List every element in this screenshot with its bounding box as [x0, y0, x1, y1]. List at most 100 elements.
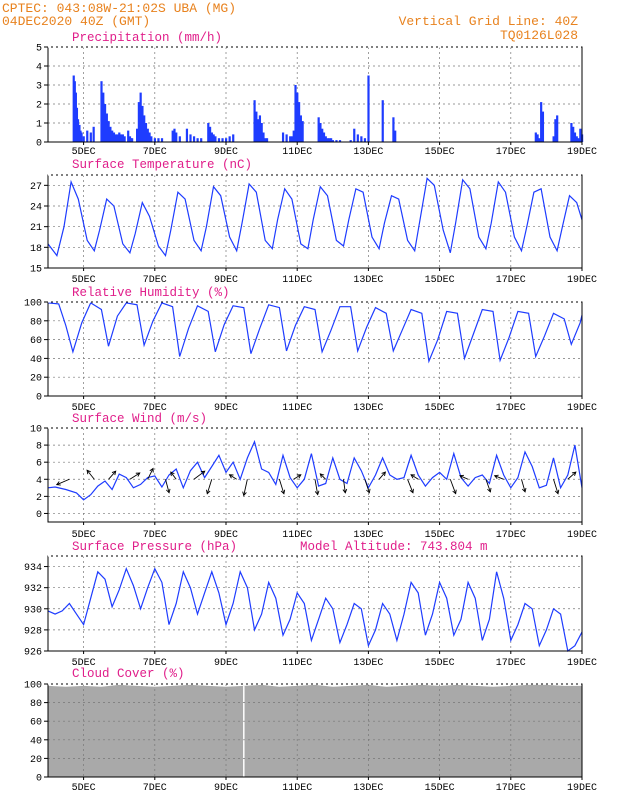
- precipitation-bar: [554, 119, 557, 142]
- precipitation-bar: [225, 138, 228, 142]
- x-tick-label: 13DEC: [353, 275, 383, 286]
- x-tick-label: 15DEC: [425, 530, 455, 541]
- y-tick-label: 4: [36, 63, 42, 74]
- precipitation-bar: [297, 102, 301, 142]
- precipitation-bar: [207, 123, 210, 142]
- x-tick-label: 9DEC: [214, 783, 238, 794]
- panels: Precipitation (mm/h) 0 1 2 3 4 5 5DEC 7DEC 9DEC 11…: [24, 31, 597, 794]
- wind-arrow: [521, 479, 527, 493]
- y-tick-label: 20: [30, 755, 42, 766]
- humidity-series-line: [47, 302, 583, 364]
- precipitation-bar: [127, 130, 130, 142]
- y-tick-label: 0: [36, 510, 42, 521]
- y-tick-label: 934: [24, 563, 42, 574]
- wind-arrow: [407, 479, 414, 494]
- precipitation-bar: [102, 92, 105, 142]
- precipitation-bar: [570, 123, 573, 142]
- precipitation-bar: [356, 134, 359, 142]
- precipitation-bar: [100, 81, 103, 142]
- wind-arrow: [242, 479, 248, 497]
- y-tick-label: 27: [30, 182, 42, 193]
- x-tick-label: 13DEC: [353, 658, 383, 669]
- wind-panel: Surface Wind (m/s) 0 2 4 6 8 10 5DEC 7DEC 9DEC 11D…: [30, 412, 597, 541]
- x-tick-label: 11DEC: [282, 530, 312, 541]
- x-tick-label: 19DEC: [567, 658, 597, 669]
- wind-arrow: [342, 479, 348, 494]
- x-tick-label: 13DEC: [353, 783, 383, 794]
- x-tick-label: 15DEC: [425, 403, 455, 414]
- precipitation-bar: [536, 134, 539, 142]
- y-tick-label: 0: [36, 393, 42, 404]
- precipitation-bar: [121, 134, 124, 142]
- precipitation-bar: [262, 132, 265, 142]
- y-tick-label: 40: [30, 355, 42, 366]
- precipitation-bar: [82, 136, 85, 142]
- x-tick-label: 5DEC: [72, 275, 96, 286]
- precipitation-bar: [326, 138, 329, 142]
- cloud-cover-area: [48, 684, 582, 777]
- x-tick-label: 17DEC: [496, 275, 526, 286]
- x-tick-label: 15DEC: [425, 783, 455, 794]
- precipitation-bar: [103, 104, 107, 142]
- x-tick-label: 7DEC: [143, 530, 167, 541]
- y-tick-label: 60: [30, 336, 42, 347]
- precipitation-bar: [76, 119, 80, 142]
- y-tick-label: 930: [24, 605, 42, 616]
- y-tick-label: 21: [30, 223, 42, 234]
- precipitation-bar: [322, 132, 326, 142]
- precipitation-bar: [80, 132, 83, 142]
- precipitation-bar: [353, 128, 356, 142]
- humidity-panel: Relative Humidity (%) 0 20 40 60 80 100 5DEC 7DE…: [24, 286, 597, 414]
- x-tick-label: 19DEC: [567, 275, 597, 286]
- precipitation-bar: [381, 100, 384, 142]
- y-tick-label: 24: [30, 203, 42, 214]
- precipitation-bar: [290, 136, 294, 142]
- precipitation-bar: [89, 132, 92, 142]
- x-tick-label: 7DEC: [143, 147, 167, 158]
- precipitation-bar: [319, 123, 322, 142]
- x-tick-label: 11DEC: [282, 275, 312, 286]
- y-tick-label: 10: [30, 425, 42, 436]
- x-tick-label: 11DEC: [282, 147, 312, 158]
- precipitation-bar: [556, 115, 559, 142]
- x-tick-label: 19DEC: [567, 530, 597, 541]
- precipitation-bar: [331, 140, 334, 142]
- precipitation-bar: [324, 136, 327, 142]
- precipitation-bar: [196, 138, 199, 142]
- precipitation-bar: [572, 126, 575, 142]
- header-date: 04DEC2020 40Z (GMT): [2, 14, 150, 29]
- y-tick-label: 0: [36, 774, 42, 785]
- precipitation-bar: [265, 138, 269, 142]
- wind-arrow: [206, 479, 213, 495]
- x-tick-label: 17DEC: [496, 658, 526, 669]
- precipitation-bar: [541, 111, 545, 142]
- y-tick-label: 3: [36, 82, 42, 93]
- precipitation-bar: [232, 134, 235, 142]
- precipitation-bar: [208, 126, 212, 142]
- wind-arrow: [378, 471, 386, 480]
- precipitation-bar: [579, 128, 582, 142]
- precipitation-bar: [189, 134, 192, 142]
- pressure-title: Surface Pressure (hPa): [72, 540, 237, 554]
- y-tick-label: 8: [36, 442, 42, 453]
- x-tick-label: 17DEC: [496, 403, 526, 414]
- precipitation-bar: [294, 85, 297, 142]
- wind-arrow: [165, 479, 171, 494]
- y-tick-label: 18: [30, 244, 42, 255]
- wind-arrow: [449, 479, 457, 495]
- precipitation-bar: [552, 136, 555, 142]
- wind-arrow: [319, 473, 326, 480]
- wind-frame: [47, 427, 583, 523]
- precipitation-bar: [111, 130, 114, 142]
- wind-arrow: [314, 479, 320, 496]
- x-tick-label: 11DEC: [282, 403, 312, 414]
- x-tick-label: 17DEC: [496, 147, 526, 158]
- precipitation-bar: [114, 134, 117, 142]
- x-tick-label: 5DEC: [72, 783, 96, 794]
- y-tick-label: 1: [36, 120, 42, 131]
- y-tick-label: 60: [30, 718, 42, 729]
- precipitation-bar: [136, 128, 139, 142]
- precipitation-bar: [360, 136, 363, 142]
- precipitation-bar: [394, 130, 397, 142]
- precipitation-bar: [112, 132, 116, 142]
